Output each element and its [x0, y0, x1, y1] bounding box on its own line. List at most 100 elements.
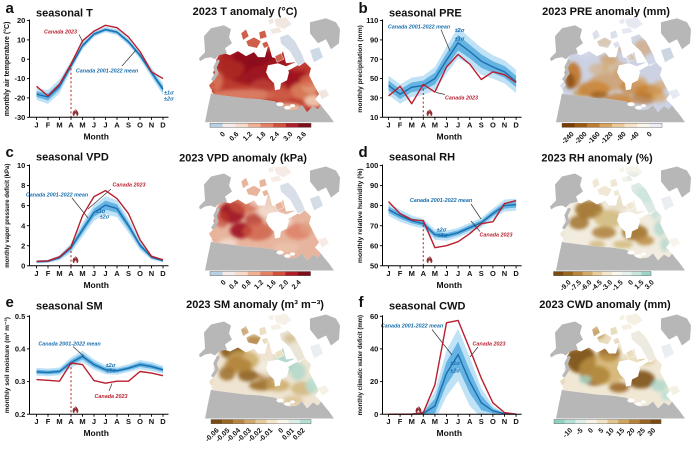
svg-text:F: F: [46, 417, 51, 426]
svg-text:A: A: [68, 269, 74, 278]
svg-text:2023 PRE anomaly (mm): 2023 PRE anomaly (mm): [542, 6, 670, 18]
svg-text:0: 0: [21, 55, 25, 64]
svg-text:±2σ: ±2σ: [100, 215, 110, 221]
svg-text:M: M: [56, 417, 62, 426]
svg-text:50: 50: [370, 261, 378, 270]
svg-text:90: 90: [370, 181, 378, 190]
svg-text:M: M: [79, 120, 85, 129]
svg-text:S: S: [479, 120, 484, 129]
svg-text:monthly soil moisture (m³ m⁻³): monthly soil moisture (m³ m⁻³): [4, 317, 11, 413]
svg-text:2023 T anomaly (°C): 2023 T anomaly (°C): [193, 6, 298, 18]
svg-text:D: D: [160, 120, 166, 129]
svg-text:Month: Month: [437, 131, 463, 141]
svg-text:J: J: [456, 417, 460, 426]
svg-text:N: N: [502, 417, 507, 426]
svg-text:M: M: [56, 269, 62, 278]
svg-text:±2σ: ±2σ: [164, 97, 174, 103]
svg-text:0: 0: [219, 131, 227, 139]
svg-text:60: 60: [370, 312, 378, 321]
svg-text:A: A: [467, 417, 473, 426]
svg-text:A: A: [467, 120, 473, 129]
svg-text:D: D: [513, 269, 519, 278]
svg-text:O: O: [137, 269, 143, 278]
svg-text:D: D: [160, 269, 166, 278]
svg-text:20: 20: [370, 377, 378, 386]
svg-text:J: J: [103, 417, 107, 426]
svg-text:M: M: [409, 417, 415, 426]
svg-text:M: M: [432, 120, 438, 129]
svg-text:Canada 2001-2022 mean: Canada 2001-2022 mean: [26, 192, 89, 198]
svg-text:50: 50: [370, 74, 378, 83]
svg-text:seasonal T: seasonal T: [36, 8, 93, 20]
svg-text:A: A: [114, 269, 120, 278]
svg-text:1.8: 1.8: [256, 131, 268, 143]
svg-text:J: J: [444, 417, 448, 426]
svg-text:J: J: [34, 269, 38, 278]
svg-text:100: 100: [366, 161, 379, 170]
svg-text:0.5: 0.5: [15, 312, 25, 321]
svg-text:seasonal RH: seasonal RH: [389, 152, 455, 164]
svg-text:J: J: [103, 269, 107, 278]
svg-text:10: 10: [370, 113, 378, 122]
svg-text:J: J: [386, 269, 390, 278]
svg-text:F: F: [398, 417, 403, 426]
svg-text:60: 60: [370, 241, 378, 250]
svg-text:Canada 2001-2022 mean: Canada 2001-2022 mean: [388, 24, 451, 30]
svg-text:2023 RH anomaly (%): 2023 RH anomaly (%): [541, 153, 653, 165]
svg-text:J: J: [444, 269, 448, 278]
svg-text:1.2: 1.2: [242, 131, 254, 143]
svg-text:O: O: [137, 417, 143, 426]
svg-text:monthly precipitation (mm): monthly precipitation (mm): [357, 25, 364, 113]
svg-text:Month: Month: [437, 280, 463, 290]
svg-text:-20: -20: [14, 94, 25, 103]
svg-text:O: O: [490, 269, 496, 278]
svg-text:N: N: [149, 417, 154, 426]
svg-text:-5: -5: [575, 427, 584, 436]
svg-text:0.8: 0.8: [241, 279, 253, 291]
svg-text:S: S: [126, 269, 131, 278]
svg-text:M: M: [79, 417, 85, 426]
svg-text:0: 0: [587, 427, 595, 435]
svg-text:±1σ: ±1σ: [438, 233, 448, 239]
svg-text:b: b: [359, 0, 368, 17]
svg-text:Canada 2023: Canada 2023: [480, 233, 513, 239]
svg-text:d: d: [359, 144, 368, 161]
svg-text:0.4: 0.4: [228, 279, 240, 291]
svg-text:Canada 2001-2022 mean: Canada 2001-2022 mean: [38, 341, 101, 347]
svg-text:0.3: 0.3: [15, 377, 25, 386]
svg-text:J: J: [386, 120, 390, 129]
svg-text:0.6: 0.6: [229, 131, 241, 143]
svg-text:A: A: [68, 417, 74, 426]
svg-text:S: S: [126, 120, 131, 129]
svg-text:J: J: [444, 120, 448, 129]
svg-text:F: F: [46, 269, 51, 278]
svg-text:0: 0: [374, 410, 378, 419]
svg-text:M: M: [432, 417, 438, 426]
svg-text:seasonal SM: seasonal SM: [36, 301, 103, 313]
svg-text:N: N: [502, 269, 507, 278]
svg-text:10: 10: [17, 161, 25, 170]
svg-text:8: 8: [21, 181, 25, 190]
svg-text:S: S: [479, 269, 484, 278]
svg-text:J: J: [456, 120, 460, 129]
svg-text:seasonal CWD: seasonal CWD: [389, 301, 465, 313]
svg-text:D: D: [160, 417, 166, 426]
svg-text:A: A: [467, 269, 473, 278]
svg-text:seasonal PRE: seasonal PRE: [389, 8, 462, 20]
svg-text:90: 90: [370, 36, 378, 45]
svg-text:Canada 2001-2022 mean: Canada 2001-2022 mean: [76, 69, 139, 75]
svg-text:3.0: 3.0: [644, 279, 656, 291]
svg-text:A: A: [421, 269, 427, 278]
svg-text:J: J: [103, 120, 107, 129]
svg-text:A: A: [421, 417, 427, 426]
svg-text:Canada 2023: Canada 2023: [113, 183, 146, 189]
svg-text:seasonal VPD: seasonal VPD: [36, 152, 109, 164]
svg-text:2.0: 2.0: [278, 279, 290, 291]
svg-text:Canada 2023: Canada 2023: [473, 342, 506, 348]
svg-text:a: a: [6, 0, 15, 17]
svg-text:2: 2: [21, 241, 25, 250]
svg-text:3.0: 3.0: [283, 131, 295, 143]
svg-text:3.6: 3.6: [296, 131, 308, 143]
svg-text:N: N: [149, 120, 154, 129]
svg-text:A: A: [68, 120, 74, 129]
